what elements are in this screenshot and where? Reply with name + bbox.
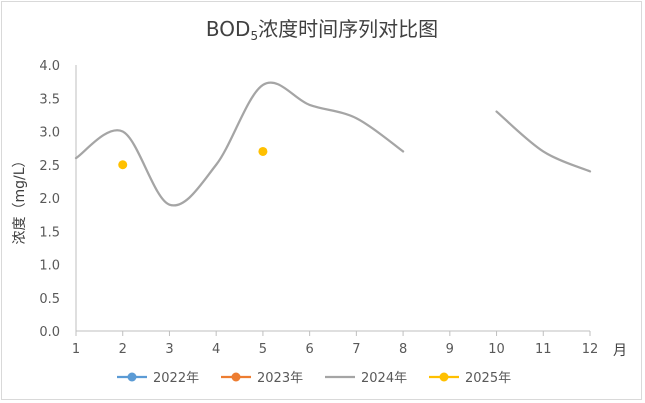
- y-tick-label: 0.0: [39, 325, 60, 340]
- x-tick-label: 4: [212, 342, 220, 357]
- series-line-2: [74, 81, 405, 207]
- legend-label: 2025年: [465, 371, 511, 386]
- y-tick-label: 3.5: [39, 92, 60, 107]
- data-point-series-3: [258, 146, 268, 156]
- chart-title-subscript: 5: [250, 29, 258, 43]
- chart-title: BOD5浓度时间序列对比图: [206, 17, 438, 43]
- chart-title-suffix: 浓度时间序列对比图: [258, 17, 438, 41]
- x-tick-labels: 1 2 3 4 5 6 7 8 9 10 11 12: [72, 331, 598, 357]
- y-tick-label: 4.0: [39, 59, 60, 74]
- x-tick-label: 12: [582, 342, 599, 357]
- y-axis-label: 浓度（mg/L）: [12, 153, 28, 244]
- series-points: [118, 146, 268, 170]
- x-tick-label: 11: [535, 342, 552, 357]
- y-tick-label: 2.0: [39, 192, 60, 207]
- x-tick-label: 2: [119, 342, 127, 357]
- legend-swatch-marker: [127, 372, 137, 382]
- x-tick-label: 6: [305, 342, 313, 357]
- y-tick-labels: 0.0 0.5 1.0 1.5 2.0 2.5 3.0 3.5 4.0: [39, 59, 60, 340]
- series-lines: [74, 81, 592, 207]
- series-line-2: [495, 110, 592, 173]
- legend-label: 2024年: [361, 371, 407, 386]
- x-axis-label: 月: [613, 343, 627, 359]
- x-tick-label: 1: [72, 342, 80, 357]
- legend-label: 2023年: [257, 371, 303, 386]
- x-tick-label: 8: [399, 342, 407, 357]
- y-tick-label: 3.0: [39, 126, 60, 141]
- chart-title-main: BOD: [206, 17, 251, 41]
- y-tick-label: 0.5: [39, 292, 60, 307]
- x-tick-label: 9: [446, 342, 454, 357]
- legend-swatch-marker: [231, 372, 241, 382]
- x-tick-label: 10: [488, 342, 505, 357]
- y-tick-label: 1.5: [39, 225, 60, 240]
- legend-label: 2022年: [153, 371, 199, 386]
- y-tick-label: 1.0: [39, 259, 60, 274]
- x-tick-label: 3: [165, 342, 173, 357]
- axes-group: [75, 65, 590, 332]
- y-tick-label: 2.5: [39, 159, 60, 174]
- x-tick-label: 7: [352, 342, 360, 357]
- x-tick-label: 5: [259, 342, 267, 357]
- legend-swatch-marker: [439, 372, 449, 382]
- data-point-series-3: [118, 160, 128, 170]
- legend: 2022年 2023年 2024年 2025年: [117, 371, 511, 386]
